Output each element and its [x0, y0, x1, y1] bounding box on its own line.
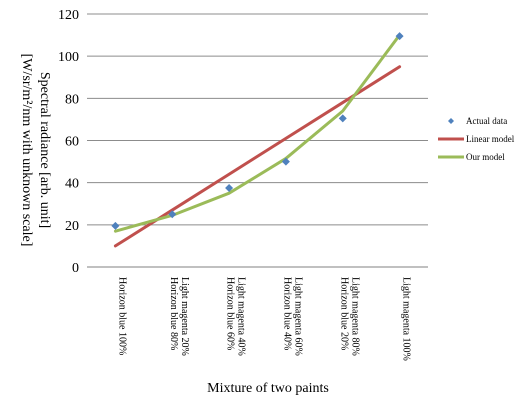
x-tick-label: Horizon blue 40% [281, 277, 292, 350]
y-tick-label: 120 [58, 8, 79, 23]
x-tick-label: Light magenta 100% [401, 277, 412, 361]
y-tick-label: 40 [65, 177, 79, 192]
data-point [338, 114, 347, 123]
x-tick-label: Horizon blue 100% [116, 277, 127, 355]
gridlines [87, 13, 428, 268]
y-tick-label: 20 [65, 219, 79, 234]
legend: Actual data Linear model Our model [438, 116, 515, 162]
y-axis-label-line-1: Spectral radiance [arb. unit] [37, 72, 52, 228]
data-point [281, 157, 290, 166]
y-tick-label: 80 [65, 92, 79, 107]
x-tick-label: Horizon blue 20% [338, 277, 349, 350]
x-tick-label: Horizon blue 80% [168, 277, 179, 350]
legend-label: Actual data [466, 116, 507, 126]
data-point [111, 221, 120, 230]
x-tick-labels: Horizon blue 100% Light magenta 20%Horizo… [116, 277, 411, 361]
x-tick-label: Light magenta 40% [236, 277, 247, 356]
y-tick-label: 100 [58, 50, 79, 65]
x-axis-label: Mixture of two paints [207, 381, 329, 396]
y-axis-label: Spectral radiance [arb. unit][W/sr/m²/nm… [19, 54, 52, 247]
data-point [395, 32, 404, 41]
x-tick-label: Light magenta 80% [349, 277, 360, 356]
y-tick-label: 60 [65, 135, 79, 150]
y-axis-label-line-2: [W/sr/m²/nm with unknown scale] [19, 54, 34, 247]
x-tick-label: Light magenta 60% [292, 277, 303, 356]
legend-label: Our model [466, 152, 505, 162]
y-tick-labels: 0 20 40 60 80 100 120 [58, 8, 79, 276]
plot-series [111, 32, 404, 248]
y-tick-label: 0 [72, 261, 79, 276]
series-line-our-model [113, 33, 402, 233]
x-tick-label: Light magenta 20% [179, 277, 190, 356]
legend-marker [448, 118, 454, 124]
legend-label: Linear model [466, 134, 515, 144]
x-tick-label: Horizon blue 60% [225, 277, 236, 350]
data-point [168, 210, 177, 219]
data-point [225, 183, 234, 192]
